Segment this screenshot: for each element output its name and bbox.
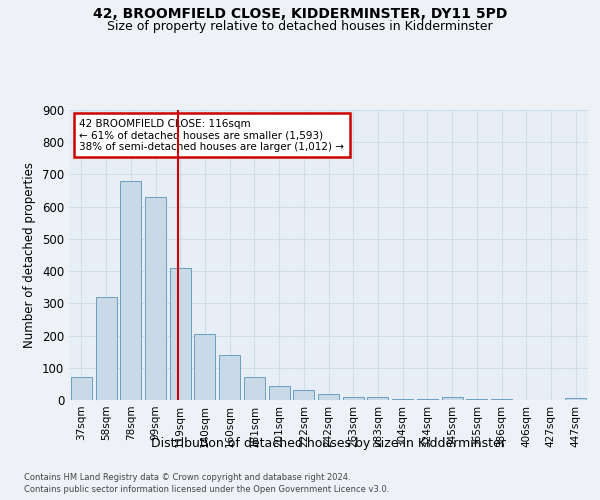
Bar — [293, 390, 314, 400]
Bar — [170, 268, 191, 400]
Text: 42, BROOMFIELD CLOSE, KIDDERMINSTER, DY11 5PD: 42, BROOMFIELD CLOSE, KIDDERMINSTER, DY1… — [93, 8, 507, 22]
Y-axis label: Number of detached properties: Number of detached properties — [23, 162, 37, 348]
Bar — [194, 334, 215, 400]
Bar — [565, 398, 586, 400]
Bar — [318, 394, 339, 400]
Text: Size of property relative to detached houses in Kidderminster: Size of property relative to detached ho… — [107, 20, 493, 33]
Text: 42 BROOMFIELD CLOSE: 116sqm
← 61% of detached houses are smaller (1,593)
38% of : 42 BROOMFIELD CLOSE: 116sqm ← 61% of det… — [79, 118, 344, 152]
Bar — [120, 181, 141, 400]
Bar — [244, 378, 265, 400]
Bar — [71, 377, 92, 400]
Bar — [343, 397, 364, 400]
Bar — [367, 398, 388, 400]
Bar — [269, 386, 290, 400]
Bar — [219, 355, 240, 400]
Bar — [392, 398, 413, 400]
Bar — [145, 197, 166, 400]
Bar — [95, 297, 116, 400]
Bar — [442, 398, 463, 400]
Text: Distribution of detached houses by size in Kidderminster: Distribution of detached houses by size … — [151, 438, 506, 450]
Text: Contains HM Land Registry data © Crown copyright and database right 2024.: Contains HM Land Registry data © Crown c… — [24, 472, 350, 482]
Bar — [466, 398, 487, 400]
Text: Contains public sector information licensed under the Open Government Licence v3: Contains public sector information licen… — [24, 485, 389, 494]
